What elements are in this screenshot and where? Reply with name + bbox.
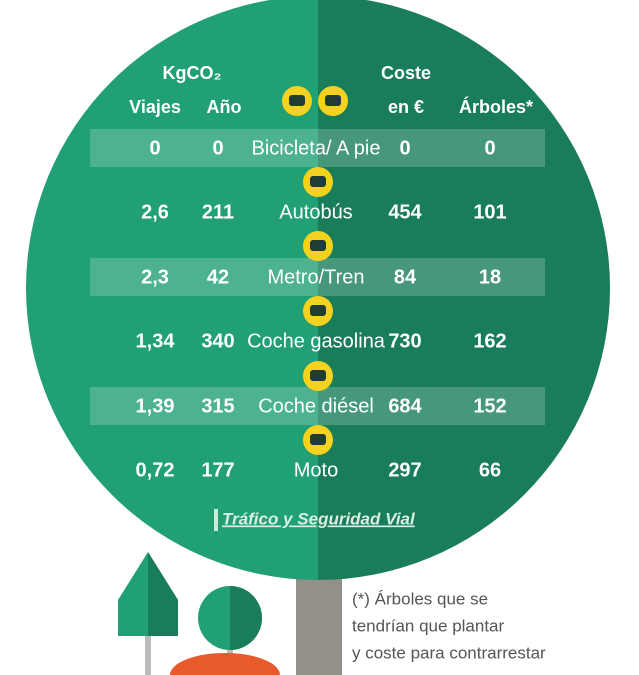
mode-label: Moto (294, 459, 338, 481)
row-bands (90, 129, 545, 425)
cell: 0 (149, 137, 160, 159)
bush (170, 653, 280, 675)
icons (282, 86, 348, 455)
cell: 1,34 (136, 330, 176, 352)
source: Tráfico y Seguridad Vial (222, 509, 416, 528)
cell: 211 (202, 201, 234, 223)
column-header: Árboles* (459, 96, 533, 117)
icon-glyph (325, 95, 341, 106)
cell: 42 (207, 266, 229, 288)
cell: 18 (479, 266, 501, 288)
column-header: Coste (381, 63, 431, 83)
mode-label: Bicicleta/ A pie (252, 137, 381, 159)
cell: 340 (201, 330, 234, 352)
source-bar (214, 509, 218, 531)
footnote-line: y coste para contrarrestar (352, 643, 546, 662)
icon-glyph (310, 370, 326, 381)
cell: 2,3 (141, 266, 169, 288)
cell: 84 (394, 266, 417, 288)
column-header: Viajes (129, 97, 181, 117)
cell: 315 (201, 395, 234, 417)
small-tree-shade (148, 552, 178, 636)
cell: 162 (473, 330, 506, 352)
small-trunk (145, 636, 151, 675)
row-band (90, 258, 545, 296)
cell: 101 (473, 201, 506, 223)
cell: 1,39 (136, 395, 175, 417)
kg-header: KgCO₂ (163, 63, 222, 83)
icon-glyph (310, 176, 326, 187)
mode-label: Metro/Tren (267, 266, 364, 288)
icon-glyph (310, 305, 326, 316)
cell: 454 (388, 201, 422, 223)
icon-glyph (289, 95, 305, 106)
tree-trunk (296, 570, 342, 675)
cell: 297 (388, 459, 421, 481)
row-band (90, 387, 545, 425)
footnote-line: (*) Árboles que se (352, 589, 488, 608)
cell: 0 (212, 137, 223, 159)
mode-label: Autobús (279, 201, 352, 223)
cell: 66 (479, 459, 501, 481)
row-band (90, 129, 545, 167)
icon-glyph (310, 240, 326, 251)
mode-label: Coche diésel (258, 395, 374, 417)
icon-glyph (310, 434, 326, 445)
mode-label: Coche gasolina (247, 330, 386, 352)
cell: 177 (201, 459, 234, 481)
cell: 730 (388, 330, 421, 352)
column-header: Año (207, 97, 242, 117)
footnote-line: tendrían que plantar (352, 616, 505, 635)
table: 0 0 Bicicleta/ A pie 0 0 2,6 211 Autobús 454 101 2… (136, 137, 507, 481)
cell: 684 (388, 395, 422, 417)
cell: 0 (399, 137, 410, 159)
cell: 0 (484, 137, 495, 159)
cell: 152 (473, 395, 506, 417)
footnote: (*) Árboles que se tendrían que plantar y … (352, 589, 546, 662)
cell: 0,72 (136, 459, 175, 481)
cell: 2,6 (141, 201, 169, 223)
round-tree-shade (230, 586, 262, 650)
column-header: en € (388, 97, 424, 117)
